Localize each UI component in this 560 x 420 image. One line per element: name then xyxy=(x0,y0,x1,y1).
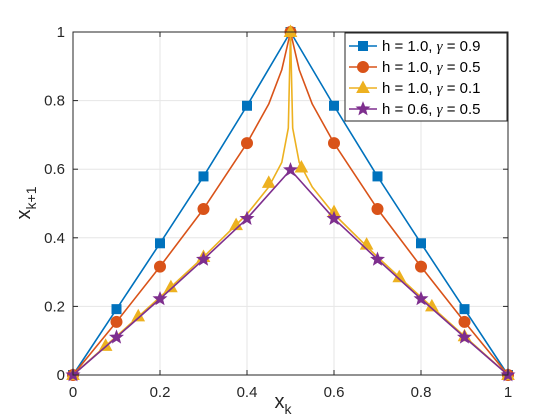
series-4-point xyxy=(283,162,298,177)
series-3-point xyxy=(283,24,298,37)
series-1-point xyxy=(111,304,122,315)
legend-label-2-prefix: h = 1.0, xyxy=(382,59,437,76)
series-2-point xyxy=(328,137,340,150)
legend-entry-2: h = 1.0, γ = 0.5 xyxy=(349,59,481,76)
legend-marker-4 xyxy=(355,101,371,116)
legend-entry-4: h = 0.6, γ = 0.5 xyxy=(349,101,481,118)
legend-marker-circle xyxy=(349,61,377,73)
series-2-point xyxy=(154,260,166,273)
y-tick-label: 0.6 xyxy=(44,161,65,178)
series-4-point xyxy=(239,210,255,225)
x-axis-label: xk xyxy=(275,391,293,417)
axis-ticks: 0 0.2 0.4 0.6 0.8 1 0 0.2 0.4 0.6 0.8 1 xyxy=(44,24,512,401)
series-1-point xyxy=(329,100,339,111)
series-2-point xyxy=(110,315,123,328)
legend-label-4-suffix: = 0.5 xyxy=(443,101,481,118)
plot-area-frame xyxy=(72,31,509,376)
legend: h = 1.0, γ = 0.9 h = 1.0, γ = 0.5 h = 1.… xyxy=(344,32,508,122)
x-tick-label: 0.4 xyxy=(237,384,258,401)
y-axis-label: xk+1 xyxy=(13,186,39,219)
legend-label-1-prefix: h = 1.0, xyxy=(382,38,437,55)
legend-entry-3: h = 1.0, γ = 0.1 xyxy=(349,80,481,97)
series-3-point xyxy=(294,159,309,173)
series-4-point xyxy=(109,329,124,344)
legend-entry-1: h = 1.0, γ = 0.9 xyxy=(349,38,481,55)
series-2-point xyxy=(415,260,427,273)
series-2-point xyxy=(458,315,471,328)
legend-marker-2 xyxy=(357,61,369,73)
legend-label-2: h = 1.0, γ = 0.5 xyxy=(382,59,481,76)
legend-label-2-gamma: γ xyxy=(437,60,444,76)
series-1-point xyxy=(416,238,426,249)
legend-label-3: h = 1.0, γ = 0.1 xyxy=(382,80,481,97)
legend-label-4: h = 0.6, γ = 0.5 xyxy=(382,101,481,118)
legend-label-4-prefix: h = 0.6, xyxy=(382,101,437,118)
legend-label-3-suffix: = 0.1 xyxy=(443,80,481,97)
legend-marker-triangle xyxy=(349,80,377,93)
legend-marker-star xyxy=(349,101,377,116)
series-3-point xyxy=(261,175,276,188)
x-tick-label: 0.2 xyxy=(150,384,171,401)
y-axis-label-main: x xyxy=(13,209,35,219)
series-4-point xyxy=(196,251,211,266)
y-tick-label: 0 xyxy=(57,367,65,384)
y-axis-label-subscript: k+1 xyxy=(23,186,39,209)
series-4-point xyxy=(370,251,385,266)
x-tick-label: 1 xyxy=(504,384,512,401)
x-axis-label-subscript: k xyxy=(285,401,293,417)
legend-label-4-gamma: γ xyxy=(437,102,444,118)
legend-label-3-prefix: h = 1.0, xyxy=(382,80,437,97)
y-tick-label: 0.8 xyxy=(44,93,65,110)
legend-marker-1 xyxy=(358,41,368,51)
legend-label-1: h = 1.0, γ = 0.9 xyxy=(382,38,481,55)
series-4-point xyxy=(457,329,472,344)
legend-label-2-suffix: = 0.5 xyxy=(443,59,481,76)
series-1-point xyxy=(155,238,165,249)
y-tick-label: 1 xyxy=(57,24,65,41)
legend-marker-square xyxy=(349,41,377,51)
y-tick-label: 0.2 xyxy=(44,298,65,315)
x-tick-label: 0 xyxy=(69,384,77,401)
series-1-point xyxy=(459,304,470,315)
x-axis-label-main: x xyxy=(275,391,285,413)
series-4-point xyxy=(413,290,429,306)
legend-marker-3 xyxy=(356,80,370,93)
series-2-point xyxy=(197,202,210,215)
series-1-point xyxy=(198,171,209,182)
x-tick-label: 0.8 xyxy=(411,384,432,401)
series-2-point xyxy=(371,202,384,215)
legend-box xyxy=(344,32,508,122)
y-tick-label: 0.4 xyxy=(44,230,65,247)
series-4-point xyxy=(326,210,342,225)
series-2-point xyxy=(241,137,253,150)
legend-label-1-suffix: = 0.9 xyxy=(443,38,481,55)
legend-label-1-gamma: γ xyxy=(437,39,444,55)
series-1-point xyxy=(372,171,383,182)
legend-label-3-gamma: γ xyxy=(437,81,444,97)
x-tick-label: 0.6 xyxy=(324,384,345,401)
series-4-point xyxy=(152,290,168,306)
series-1-point xyxy=(242,100,252,111)
